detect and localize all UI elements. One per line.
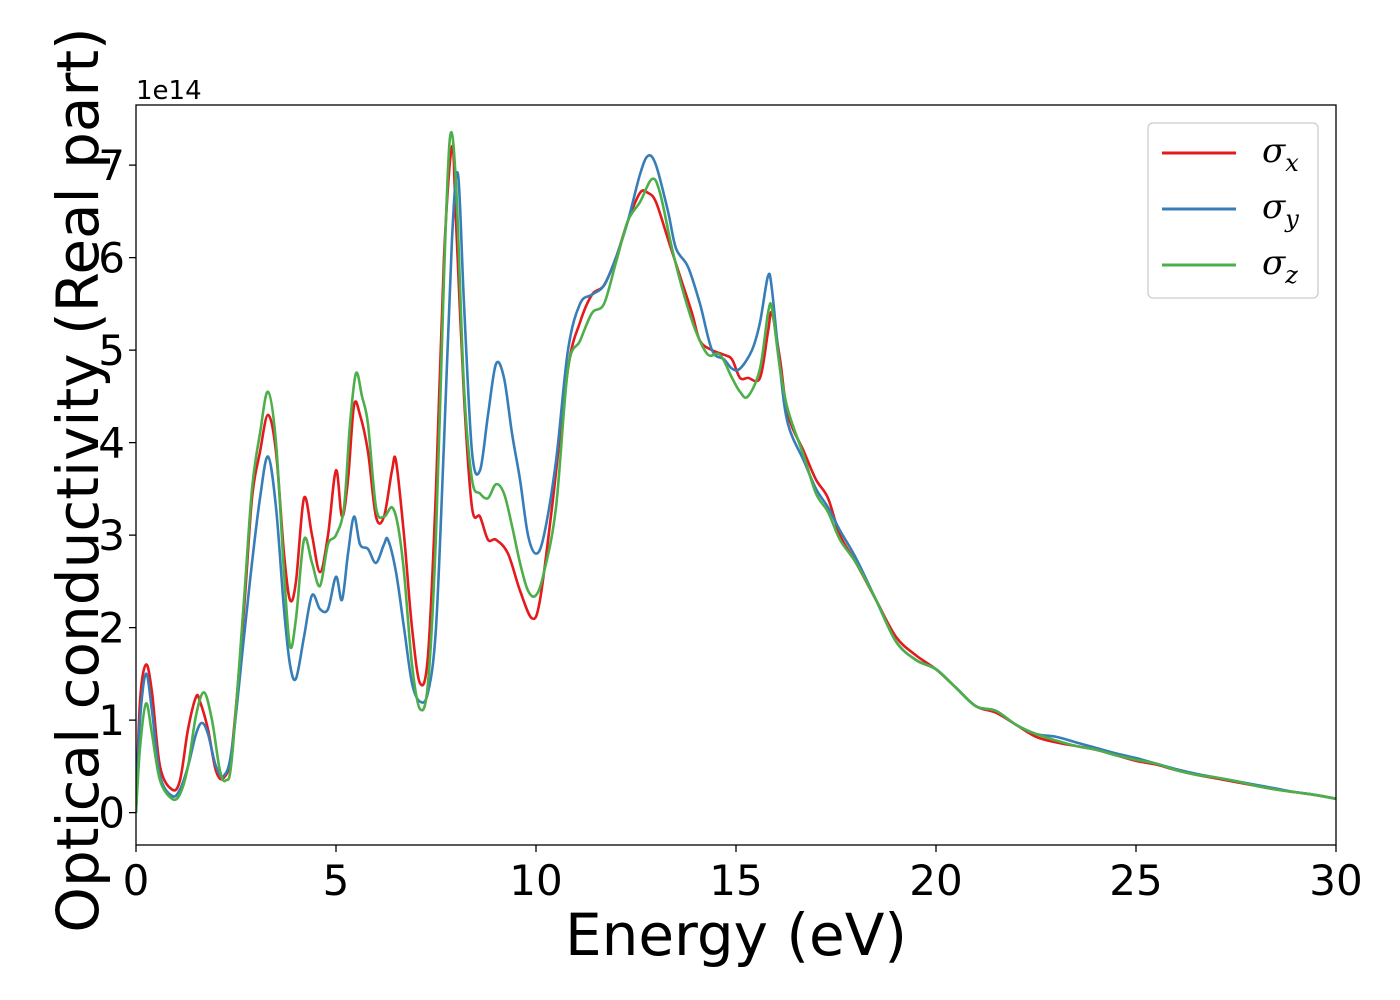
y-tick-label: 6 — [98, 234, 125, 283]
x-tick-label: 25 — [1109, 856, 1162, 905]
y-axis: 0 1 2 3 4 5 6 7 — [98, 141, 136, 838]
y-tick-label: 4 — [98, 419, 125, 468]
x-tick-label: 15 — [709, 856, 762, 905]
x-tick-label: 30 — [1309, 856, 1362, 905]
series-line-z — [136, 130, 1336, 813]
y-offset-label: 1e14 — [136, 76, 202, 106]
y-tick-label: 5 — [98, 326, 125, 375]
x-tick-label: 5 — [323, 856, 350, 905]
legend-label-x: σx — [1262, 131, 1299, 177]
legend-label-y: σy — [1262, 187, 1299, 233]
y-tick-label: 3 — [98, 511, 125, 560]
x-tick-label: 10 — [509, 856, 562, 905]
x-axis: 0 5 10 15 20 25 30 — [123, 845, 1363, 905]
x-axis-title: Energy (eV) — [565, 901, 907, 969]
y-tick-label: 1 — [98, 696, 125, 745]
legend: σx σy σz — [1147, 122, 1319, 299]
x-tick-label: 0 — [123, 856, 150, 905]
y-axis-title: Optical conductivity (Real part) — [44, 27, 112, 932]
x-tick-label: 20 — [909, 856, 962, 905]
y-tick-label: 0 — [98, 789, 125, 838]
y-tick-label: 7 — [98, 141, 125, 190]
y-tick-label: 2 — [98, 604, 125, 653]
series-layer — [136, 130, 1336, 813]
legend-label-z: σz — [1262, 243, 1298, 289]
